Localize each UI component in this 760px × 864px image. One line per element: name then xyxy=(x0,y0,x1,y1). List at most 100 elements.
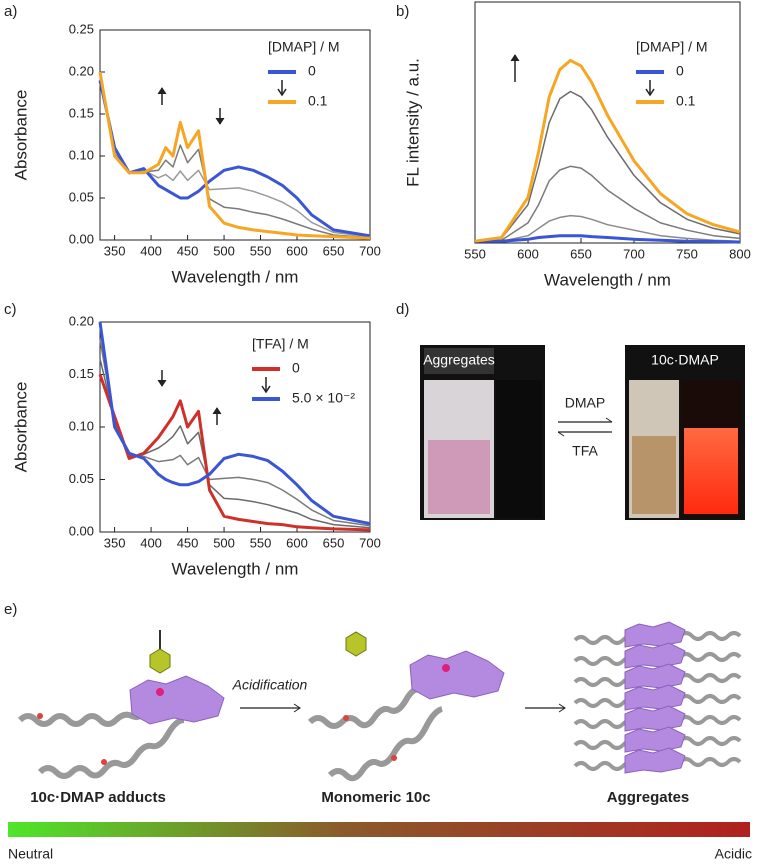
chain xyxy=(678,673,742,683)
series-line xyxy=(475,214,741,242)
x-tick-label: 450 xyxy=(177,535,199,550)
label-box xyxy=(424,348,494,374)
molecule-adduct xyxy=(17,630,225,779)
plot-frame xyxy=(474,1,741,244)
aggregate-stack xyxy=(573,621,742,774)
x-tick-label: 500 xyxy=(213,535,235,550)
core xyxy=(624,663,686,690)
x-tick-label: 650 xyxy=(570,246,592,261)
core xyxy=(624,747,686,774)
x-tick-label: 650 xyxy=(323,535,345,550)
metal xyxy=(442,664,450,672)
legend-label: 0 xyxy=(676,63,684,79)
x-tick-label: 550 xyxy=(250,243,272,258)
series-line xyxy=(99,74,371,239)
chain xyxy=(678,736,742,746)
chain xyxy=(678,652,742,662)
legend-arrow-head xyxy=(645,88,655,97)
y-tick-label: 0.20 xyxy=(69,313,94,328)
legend-label: 0.1 xyxy=(308,93,328,109)
y-tick-label: 0.05 xyxy=(69,471,94,486)
arrow-head xyxy=(605,417,613,423)
x-tick-label: 600 xyxy=(286,243,308,258)
series-line xyxy=(99,339,371,527)
trend-arrow-head xyxy=(215,117,225,125)
solution xyxy=(428,440,490,514)
oxygen xyxy=(343,715,349,721)
core xyxy=(624,621,686,648)
stage-label: Monomeric 10c xyxy=(321,789,430,806)
trend-arrow-head xyxy=(157,379,167,387)
arrow-head xyxy=(558,703,566,713)
chain xyxy=(573,656,637,666)
legend-arrow-head xyxy=(277,88,287,97)
dmap xyxy=(149,648,171,674)
x-tick-label: 750 xyxy=(676,246,698,261)
legend-title: [DMAP] / M xyxy=(636,39,708,55)
trend-arrow-head xyxy=(157,87,167,95)
series-line xyxy=(474,165,741,242)
y-tick-label: 0.00 xyxy=(69,231,94,246)
stage-label: 10c·DMAP adducts xyxy=(30,789,166,806)
core xyxy=(624,705,686,732)
core xyxy=(624,684,686,711)
x-tick-label: 350 xyxy=(104,243,126,258)
chain xyxy=(678,757,742,767)
core xyxy=(624,726,686,753)
oxygen xyxy=(391,755,397,761)
legend-title: [DMAP] / M xyxy=(268,39,340,55)
chain xyxy=(678,694,742,704)
trend-arrow-head xyxy=(212,407,222,415)
series-line xyxy=(98,80,371,238)
scheme: Acidification 10c·DMAP adducts Monomeric… xyxy=(8,621,752,862)
x-axis-label: Wavelength / nm xyxy=(172,267,299,286)
x-tick-label: 450 xyxy=(177,243,199,258)
x-tick-label: 650 xyxy=(323,243,345,258)
label-box xyxy=(629,348,741,374)
stage-label: Aggregates xyxy=(607,789,690,806)
panel-label: a) xyxy=(4,3,17,20)
legend-label: 0.1 xyxy=(676,93,696,109)
chain xyxy=(573,719,637,729)
chain xyxy=(573,698,637,708)
metal xyxy=(156,688,164,696)
plot-frame xyxy=(99,29,371,241)
solution xyxy=(632,436,676,514)
x-tick-label: 500 xyxy=(213,243,235,258)
y-tick-label: 0.05 xyxy=(69,189,94,204)
series-line xyxy=(98,321,371,526)
series-line xyxy=(474,90,741,242)
x-axis-label: Wavelength / nm xyxy=(544,270,671,289)
reagent-label: DMAP xyxy=(565,395,605,411)
chain xyxy=(327,706,444,782)
series-line xyxy=(99,358,371,529)
x-tick-label: 600 xyxy=(286,535,308,550)
series-line xyxy=(98,71,371,240)
scale-label: Neutral xyxy=(8,846,53,862)
x-tick-label: 550 xyxy=(250,535,272,550)
chain xyxy=(307,686,424,729)
arrow-head xyxy=(557,431,565,437)
chain xyxy=(678,631,742,641)
scale-label: Acidic xyxy=(715,846,752,862)
molecule-monomer xyxy=(307,631,505,782)
x-tick-label: 550 xyxy=(464,246,486,261)
oxygen xyxy=(37,713,43,719)
photo: Aggregates 10c·DMAP DMAP TFA xyxy=(420,345,745,520)
emission xyxy=(684,428,738,514)
y-tick-label: 0.20 xyxy=(69,63,94,78)
plot-frame xyxy=(99,321,371,533)
x-tick-label: 700 xyxy=(359,243,381,258)
ph-gradient xyxy=(8,822,750,837)
x-tick-label: 700 xyxy=(623,246,645,261)
trend-arrow-head xyxy=(510,54,520,62)
x-axis-label: Wavelength / nm xyxy=(172,559,299,578)
x-tick-label: 800 xyxy=(729,246,751,261)
y-tick-label: 0.15 xyxy=(69,105,94,120)
chain xyxy=(573,740,637,750)
panel-label: d) xyxy=(396,301,409,318)
legend-label: 0 xyxy=(292,360,300,376)
series-line xyxy=(99,76,371,238)
panel-label: e) xyxy=(4,601,17,618)
x-tick-label: 700 xyxy=(359,535,381,550)
